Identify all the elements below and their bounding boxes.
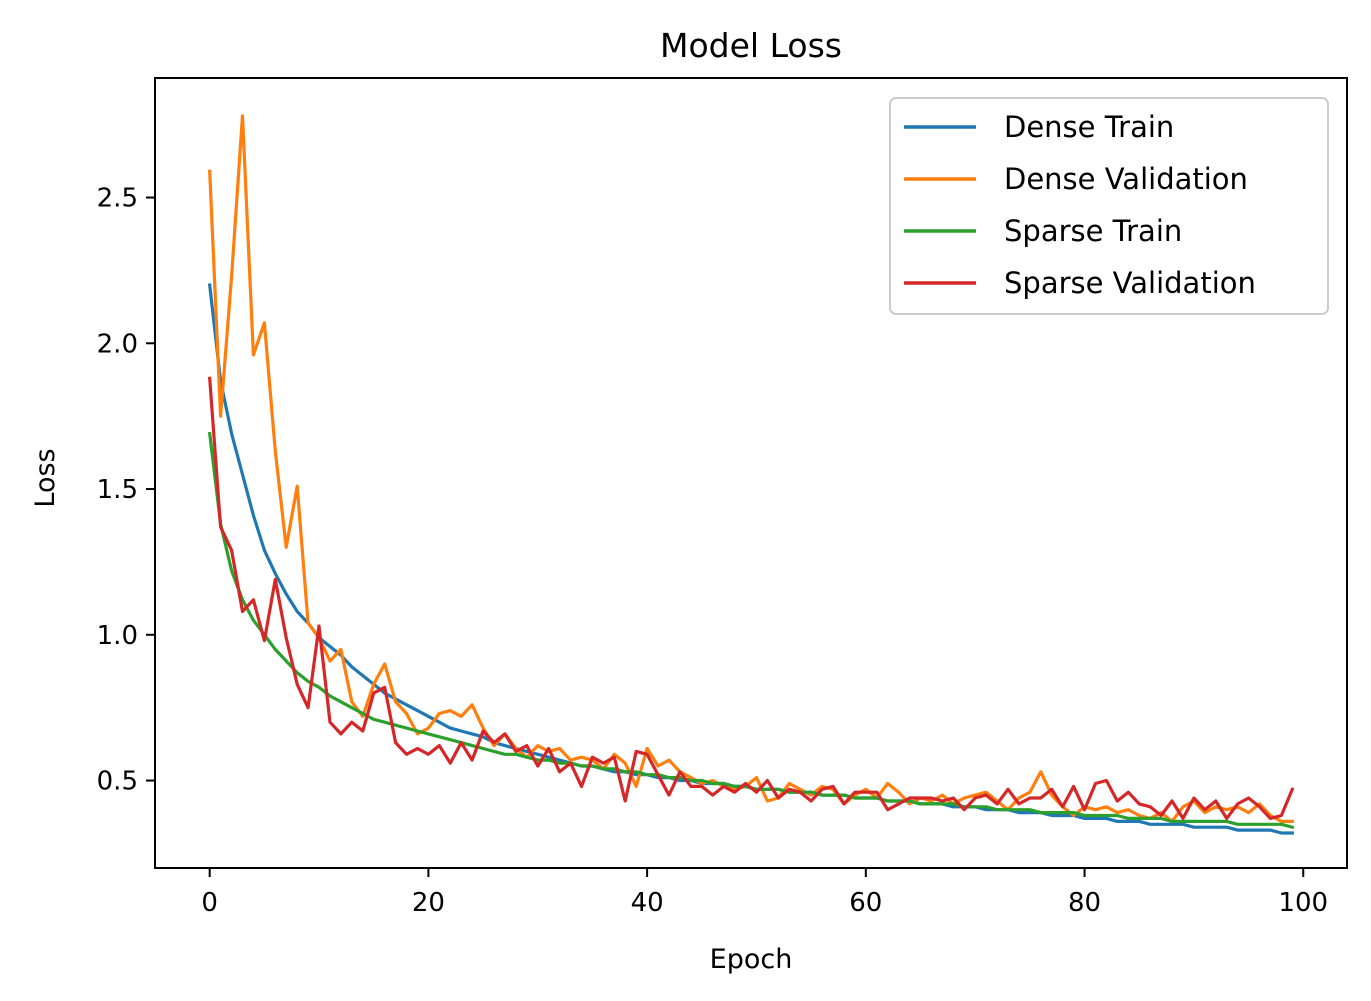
x-tick-label: 0 <box>201 888 218 918</box>
legend-box <box>889 97 1329 315</box>
y-axis-ticks: 0.5 1.0 1.5 2.0 2.5 <box>97 184 155 797</box>
y-axis-label: Loss <box>30 448 61 507</box>
x-tick-label: 20 <box>412 888 445 918</box>
x-tick-label: 80 <box>1068 888 1101 918</box>
x-tick-label: 100 <box>1278 888 1328 918</box>
y-tick-label: 0.5 <box>97 767 138 797</box>
plot-lines <box>207 114 1295 835</box>
x-tick-label: 60 <box>849 888 882 918</box>
legend-label-dense-train: Dense Train <box>1004 110 1174 144</box>
series-line-sparse-validation <box>207 376 1295 821</box>
legend-label-dense-validation: Dense Validation <box>1004 162 1248 196</box>
legend-label-sparse-validation: Sparse Validation <box>1004 266 1256 300</box>
x-axis-ticks: 0 20 40 60 80 100 <box>201 868 1328 918</box>
x-axis-label: Epoch <box>710 944 793 975</box>
plot-frame <box>154 77 1348 869</box>
y-tick-label: 1.0 <box>97 621 138 651</box>
y-tick-label: 2.5 <box>97 184 138 214</box>
chart-title: Model Loss <box>660 26 842 65</box>
y-tick-label: 2.0 <box>97 329 138 359</box>
x-tick-label: 40 <box>631 888 664 918</box>
series-line-dense-validation <box>208 114 1294 824</box>
y-tick-label: 1.5 <box>97 475 138 505</box>
legend-label-sparse-train: Sparse Train <box>1004 214 1182 248</box>
legend: Dense Train Dense Validation Sparse Train S… <box>889 97 1329 315</box>
